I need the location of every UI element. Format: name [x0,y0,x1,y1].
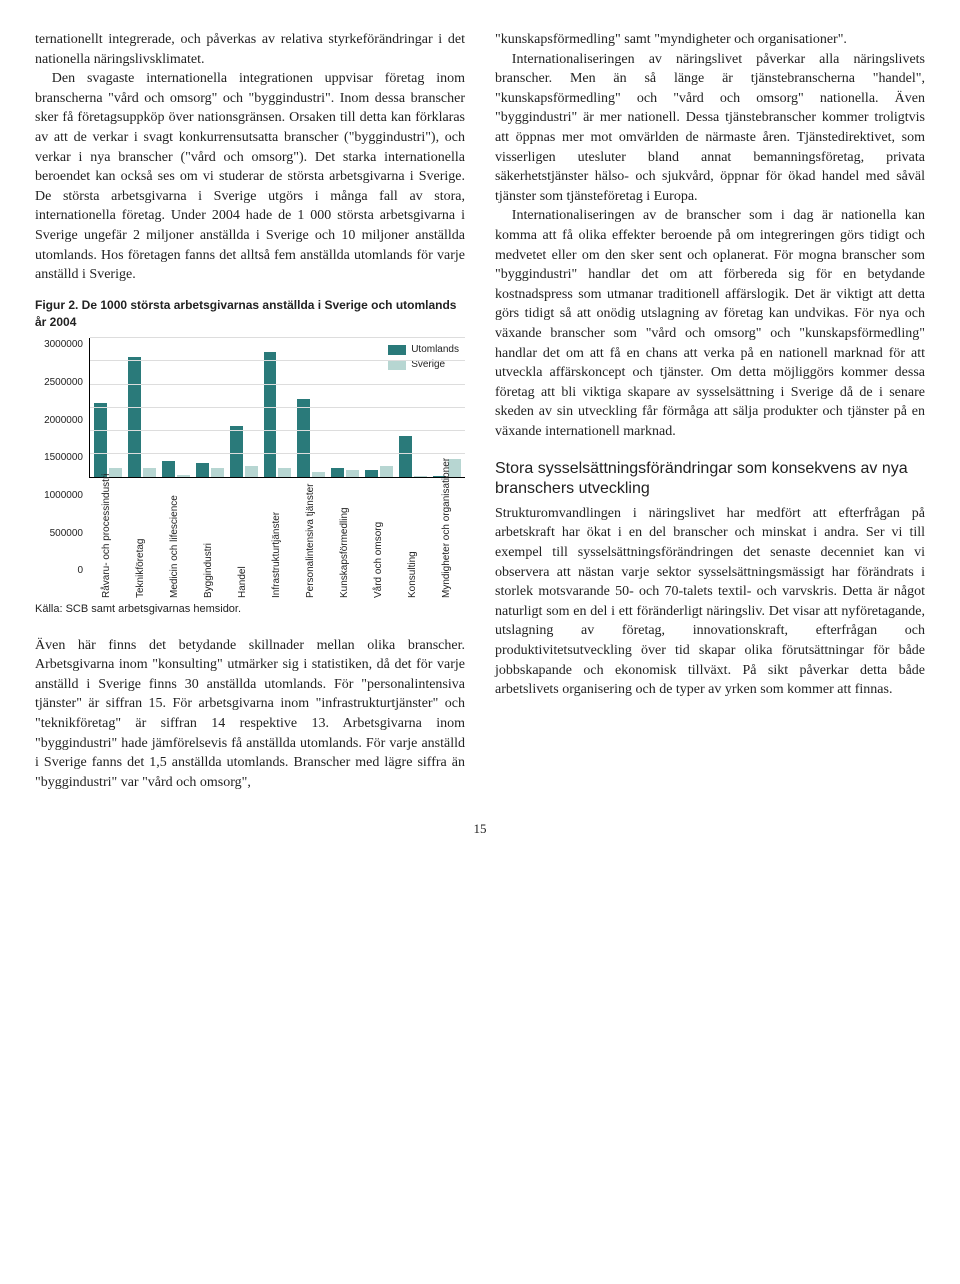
section-heading: Stora sysselsättningsförändringar som ko… [495,459,925,497]
category-label: Infrastrukturtjänster [272,478,282,598]
right-column: "kunskapsförmedling" samt "myndigheter o… [495,30,925,792]
y-tick-label: 0 [35,564,83,578]
legend: Utomlands Sverige [388,342,459,372]
category-label: Vård och omsorg [374,478,384,598]
left-column: ternationellt integrerade, och påverkas … [35,30,465,792]
y-tick-label: 3000000 [35,338,83,352]
legend-label: Utomlands [411,342,459,357]
category-label: Handel [238,478,248,598]
bar-sverige [380,466,393,478]
bar-group [128,338,156,477]
bar-sverige [177,475,190,477]
bar-sverige [143,468,156,477]
body-paragraph: ternationellt integrerade, och påverkas … [35,30,465,69]
category-label: Konsulting [408,478,418,598]
category-label: Kunskapsförmedling [340,478,350,598]
x-axis-labels: Råvaru- och processindustri Teknikföretag… [89,478,465,598]
bar-utomlands [365,470,378,477]
bar-group [331,338,359,477]
category-label: Myndigheter och organisationer [442,478,452,598]
y-axis: 3000000 2500000 2000000 1500000 1000000 50000… [35,338,89,578]
figure-source: Källa: SCB samt arbetsgivarnas hemsidor. [35,602,465,617]
figure-title: Figur 2. De 1000 största arbetsgivarnas … [35,297,465,331]
page-columns: ternationellt integrerade, och påverkas … [35,30,925,792]
body-paragraph: Internationaliseringen av näringslivet p… [495,50,925,207]
y-tick-label: 2500000 [35,376,83,390]
plot-area: Utomlands Sverige [89,338,465,478]
y-tick-label: 500000 [35,527,83,541]
body-paragraph: Internationaliseringen av de branscher s… [495,206,925,441]
bar-sverige [211,468,224,477]
bar-utomlands [94,403,107,477]
bar-group [94,338,122,477]
body-paragraph: "kunskapsförmedling" samt "myndigheter o… [495,30,925,50]
bar-sverige [346,470,359,477]
bar-utomlands [162,461,175,477]
body-paragraph: Den svagaste internationella integration… [35,69,465,285]
category-label: Teknikföretag [136,478,146,598]
bar-chart: 3000000 2500000 2000000 1500000 1000000 50000… [35,338,465,598]
y-tick-label: 2000000 [35,414,83,428]
bar-utomlands [331,468,344,477]
bar-group [162,338,190,477]
page-number: 15 [35,820,925,838]
bar-utomlands [196,463,209,477]
bar-utomlands [264,352,277,477]
chart-area: 3000000 2500000 2000000 1500000 1000000 50000… [35,338,465,598]
bar-group [230,338,258,477]
category-label: Byggindustri [204,478,214,598]
bar-group [297,338,325,477]
y-tick-label: 1500000 [35,451,83,465]
bar-utomlands [230,426,243,477]
category-label: Medicin och lifescience [170,478,180,598]
bar-sverige [245,466,258,478]
body-paragraph: Även här finns det betydande skillnader … [35,636,465,793]
bar-group [196,338,224,477]
bar-sverige [278,468,291,477]
bar-utomlands [128,357,141,477]
bar-utomlands [297,399,310,478]
category-label: Personalintensiva tjänster [306,478,316,598]
bar-utomlands [399,436,412,478]
category-label: Råvaru- och processindustri [102,478,112,598]
legend-swatch [388,345,406,355]
bar-group [264,338,292,477]
bar-sverige [312,472,325,478]
body-paragraph: Strukturomvandlingen i näringslivet har … [495,504,925,700]
legend-item-utomlands: Utomlands [388,342,459,357]
y-tick-label: 1000000 [35,489,83,503]
